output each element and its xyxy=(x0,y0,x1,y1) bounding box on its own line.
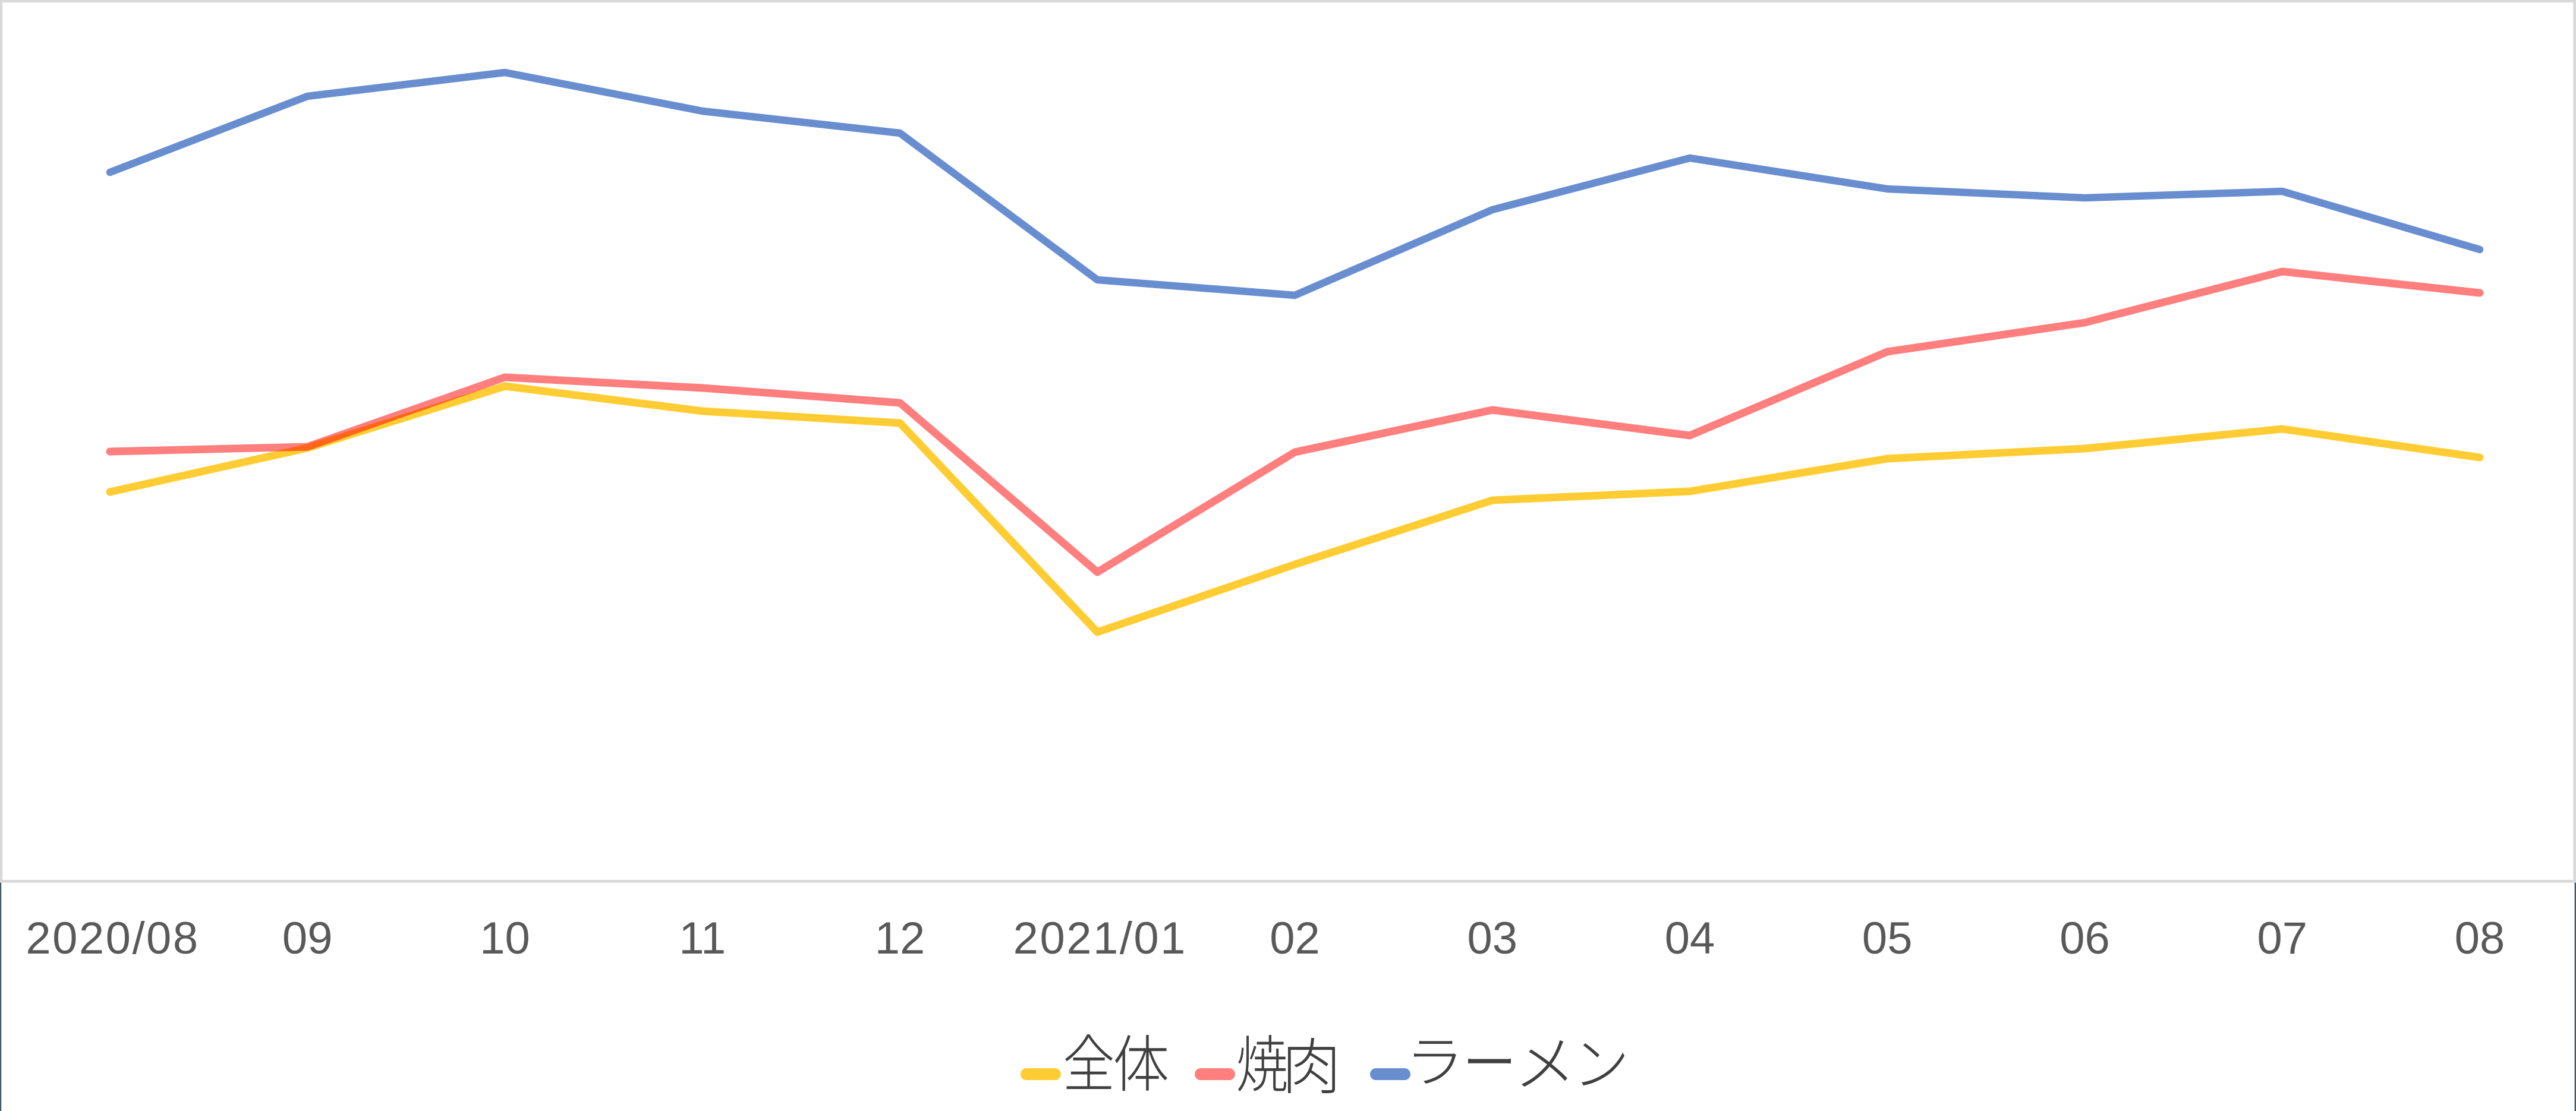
svg-text:05: 05 xyxy=(1862,913,1913,964)
svg-text:06: 06 xyxy=(2059,913,2110,964)
svg-text:02: 02 xyxy=(1270,913,1320,964)
svg-text:07: 07 xyxy=(2257,913,2308,964)
svg-text:08: 08 xyxy=(2455,913,2505,964)
svg-text:04: 04 xyxy=(1665,913,1715,964)
svg-text:12: 12 xyxy=(875,913,925,964)
svg-text:11: 11 xyxy=(679,913,726,964)
svg-text:2021/01: 2021/01 xyxy=(1013,913,1187,964)
svg-text:03: 03 xyxy=(1467,913,1518,964)
svg-text:2020/08: 2020/08 xyxy=(26,913,199,964)
svg-text:10: 10 xyxy=(480,913,530,964)
svg-text:09: 09 xyxy=(282,913,333,964)
